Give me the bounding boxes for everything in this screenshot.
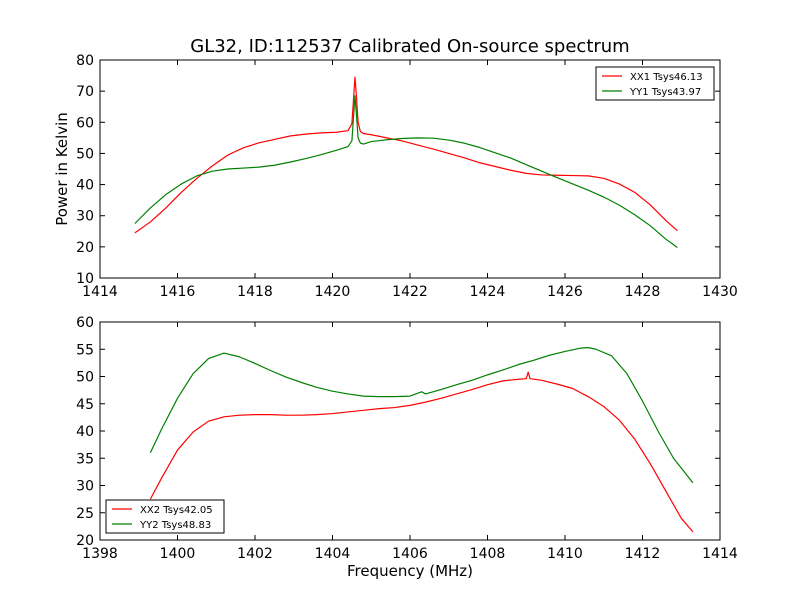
y-tick-label: 30 [76, 479, 94, 495]
y-tick-label: 60 [76, 315, 94, 331]
x-tick-label: 1406 [392, 546, 428, 562]
x-tick-label: 1420 [315, 284, 351, 300]
legend-1: XX2 Tsys42.05 YY2 Tsys48.83 [105, 499, 225, 534]
y-tick-label: 35 [76, 451, 94, 467]
y-tick-label: 30 [76, 209, 94, 225]
x-tick-label: 1418 [237, 284, 273, 300]
x-tick-label: 1424 [470, 284, 506, 300]
y-tick-label: 25 [76, 506, 94, 522]
top-panel: 1414 1416 1418 1420 1422 1424 1426 1428 1430 10 20… [53, 53, 738, 300]
series-line-0-1 [134, 95, 678, 248]
x-tick-label: 1414 [702, 546, 738, 562]
legend-entry: YY1 Tsys43.97 [629, 87, 701, 98]
x-tick-label: 1402 [237, 546, 273, 562]
y-tick-label: 50 [76, 370, 94, 386]
y-tick-label: 10 [76, 271, 94, 287]
y-tick-label: 50 [76, 146, 94, 162]
y-tick-label: 60 [76, 115, 94, 131]
legend-entry: XX2 Tsys42.05 [140, 505, 213, 516]
x-tick-label: 1410 [547, 546, 583, 562]
x-tick-label: 1416 [160, 284, 196, 300]
legend-entry: YY2 Tsys48.83 [139, 520, 211, 531]
bottom-panel: 1398 1400 1402 1404 1406 1408 1410 1412 1414 20 25… [76, 315, 738, 580]
x-tick-label: 1426 [547, 284, 583, 300]
series-line-1-1 [149, 347, 694, 484]
x-axis-label: Frequency (MHz) [347, 562, 473, 580]
legend-0: XX1 Tsys46.13 YY1 Tsys43.97 [595, 66, 715, 101]
y-axis-label: Power in Kelvin [53, 112, 71, 226]
x-tick-label: 1414 [82, 284, 118, 300]
x-tick-label: 1428 [625, 284, 661, 300]
x-tick-label: 1408 [470, 546, 506, 562]
x-tick-label: 1430 [702, 284, 738, 300]
y-tick-label: 55 [76, 342, 94, 358]
legend-box [595, 66, 715, 101]
y-tick-label: 20 [76, 240, 94, 256]
x-tick-label: 1422 [392, 284, 428, 300]
series-line-1-0 [149, 371, 694, 533]
y-tick-label: 40 [76, 178, 94, 194]
x-tick-label: 1398 [82, 546, 118, 562]
y-tick-label: 70 [76, 84, 94, 100]
y-tick-label: 20 [76, 533, 94, 549]
series-line-0-0 [134, 76, 678, 234]
x-tick-label: 1400 [160, 546, 196, 562]
y-tick-label: 40 [76, 424, 94, 440]
y-tick-label: 45 [76, 397, 94, 413]
legend-box [105, 499, 225, 534]
chart-title: GL32, ID:112537 Calibrated On-source spe… [190, 36, 629, 57]
x-tick-label: 1404 [315, 546, 351, 562]
legend-entry: XX1 Tsys46.13 [630, 72, 703, 83]
x-tick-label: 1412 [625, 546, 661, 562]
y-tick-label: 80 [76, 53, 94, 69]
